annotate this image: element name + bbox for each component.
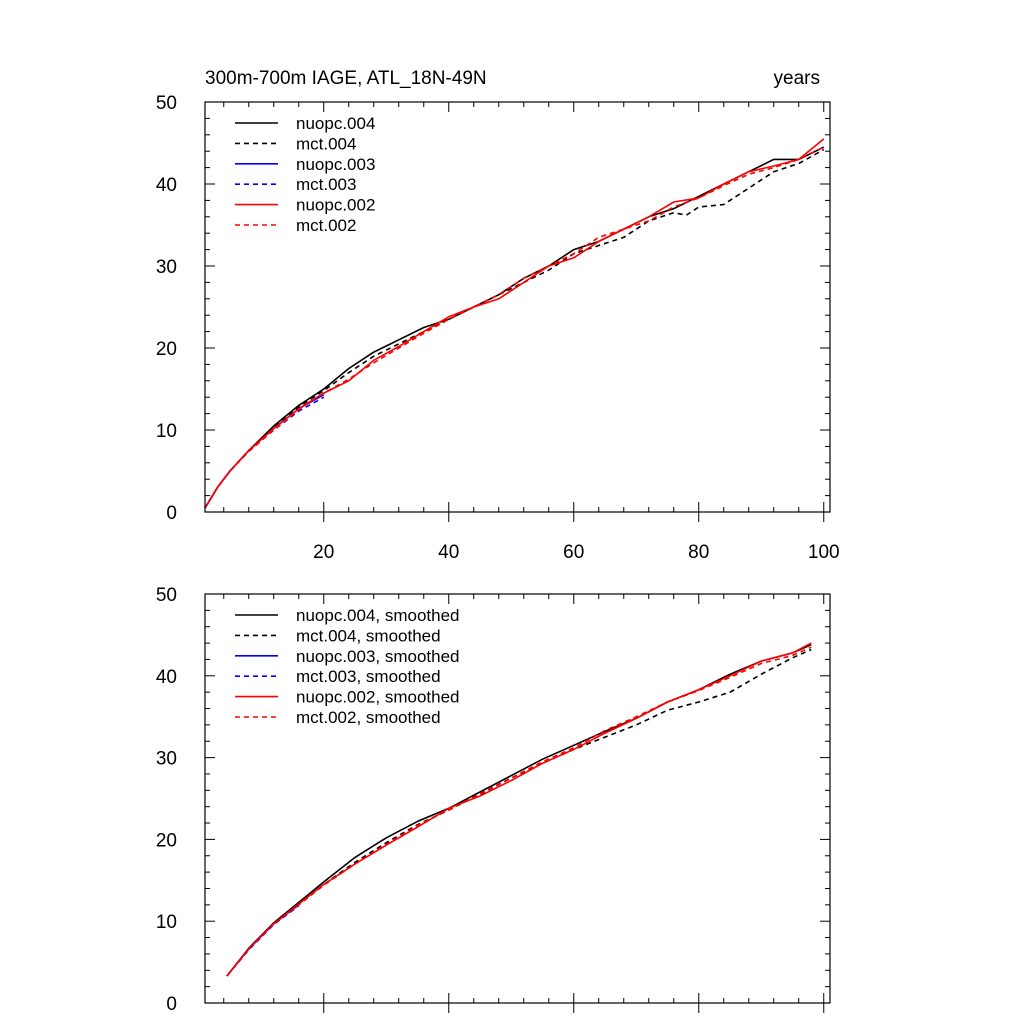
x-tick-label: 40 — [438, 542, 459, 563]
legend-label-2: mct.004, smoothed — [296, 626, 441, 645]
chart-title: 300m-700m IAGE, ATL_18N-49N — [205, 68, 487, 89]
plot-frame — [204, 101, 831, 513]
series-line-3 — [226, 904, 300, 977]
y-tick-label: 40 — [156, 667, 177, 688]
series-line-2 — [204, 148, 825, 509]
series-line-4 — [226, 905, 300, 977]
legend-label-5: nuopc.002 — [296, 196, 375, 215]
legend-label-2: mct.004 — [296, 134, 356, 153]
legend-label-3: nuopc.003 — [296, 155, 375, 174]
y-tick-label: 20 — [156, 339, 177, 360]
top-panel: 300m-700m IAGE, ATL_18N-49N years 0 10 20 30 4… — [156, 68, 840, 563]
legend-label-4: mct.003, smoothed — [296, 667, 441, 686]
y-tick-label: 30 — [156, 749, 177, 770]
series-line-5 — [204, 138, 825, 509]
legend-label-5: nuopc.002, smoothed — [296, 688, 460, 707]
series-line-6 — [226, 646, 812, 977]
legend-label-6: mct.002, smoothed — [296, 708, 441, 727]
y-tick-label: 50 — [156, 93, 177, 114]
y-tick-label: 20 — [156, 830, 177, 851]
x-tick-label: 60 — [563, 542, 584, 563]
x-tick-label: 100 — [808, 542, 840, 563]
chart-units-label: years — [774, 68, 820, 89]
x-tick-label: 80 — [688, 542, 709, 563]
y-tick-label: 30 — [156, 257, 177, 278]
series-line-1 — [226, 643, 812, 977]
y-tick-label: 50 — [156, 585, 177, 606]
plot-frame — [204, 593, 831, 1004]
y-tick-label: 0 — [166, 994, 177, 1015]
y-tick-label: 0 — [166, 503, 177, 524]
legend-label-4: mct.003 — [296, 175, 356, 194]
y-tick-label: 10 — [156, 421, 177, 442]
series-line-4 — [204, 396, 325, 509]
legend-label-3: nuopc.003, smoothed — [296, 647, 460, 666]
series-line-3 — [204, 394, 325, 509]
x-tick-label: 20 — [313, 542, 334, 563]
y-tick-label: 10 — [156, 912, 177, 933]
y-tick-label: 40 — [156, 175, 177, 196]
legend-label-1: nuopc.004 — [296, 114, 375, 133]
legend-label-1: nuopc.004, smoothed — [296, 606, 460, 625]
legend-label-6: mct.002 — [296, 216, 356, 235]
